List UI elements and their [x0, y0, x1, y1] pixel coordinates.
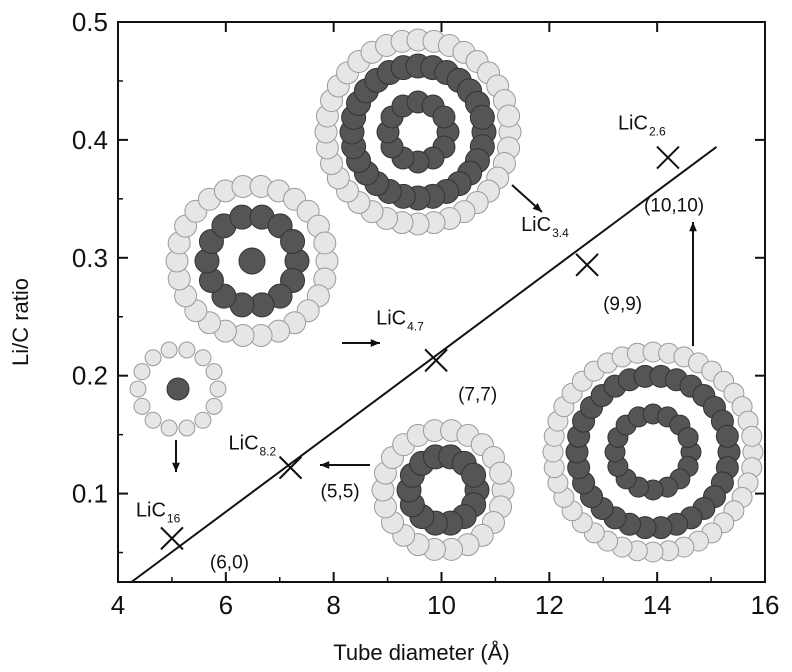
lithium-ring-inner [376, 90, 460, 174]
lithium-ring-inner [604, 403, 702, 501]
x-tick-label: 8 [326, 590, 340, 620]
data-point-cross [160, 526, 184, 551]
arrow [689, 222, 697, 346]
atom [205, 397, 223, 415]
tube-illustration-7-7 [371, 419, 515, 561]
lithium-ring [194, 204, 310, 318]
lithium-ring [565, 364, 741, 540]
y-tick-label: 0.1 [72, 479, 108, 509]
arrow [511, 184, 543, 213]
compound-label: LiC [521, 214, 551, 236]
lithium-core [166, 377, 190, 401]
arrow-head [320, 461, 330, 469]
y-tick-label: 0.5 [72, 7, 108, 37]
atom [461, 462, 487, 488]
compound-subscript: 4.7 [407, 319, 424, 333]
y-axis-title: Li/C ratio [8, 278, 33, 366]
arrows [172, 184, 697, 472]
atom [209, 380, 227, 398]
arrow-head [172, 462, 180, 472]
atom [160, 341, 178, 359]
y-axis-ticks: 0.1 0.2 0.3 0.4 0.5 [72, 7, 765, 554]
tube-index-label: (6,0) [210, 552, 249, 573]
compound-subscript: 16 [167, 511, 181, 525]
x-tick-label: 16 [751, 590, 780, 620]
nanotube-illustrations [129, 28, 764, 563]
tube-index-label: (9,9) [603, 294, 642, 315]
arrow-head [370, 339, 380, 347]
arrow [172, 440, 180, 472]
compound-label: LiC [376, 307, 406, 329]
atom [432, 105, 456, 129]
y-tick-label: 0.2 [72, 361, 108, 391]
lithium-ring [396, 444, 490, 536]
x-tick-label: 12 [535, 590, 564, 620]
tube-illustration-10-10 [542, 341, 764, 563]
arrow [342, 339, 380, 347]
atom [280, 228, 306, 254]
data-point-cross [278, 455, 303, 480]
tube-illustration-5-5 [165, 175, 339, 347]
lithium-core [238, 247, 266, 275]
data-point-cross [656, 145, 680, 170]
lithium-ring [339, 53, 497, 211]
x-tick-label: 10 [427, 590, 456, 620]
x-axis-ticks: 4 6 8 10 12 14 16 [111, 22, 780, 620]
atom [133, 363, 151, 381]
compound-label: LiC [229, 433, 259, 455]
atom [160, 419, 178, 437]
fit-line [130, 146, 718, 583]
tube-index-label: (7,7) [458, 384, 497, 405]
compound-label: LiC [618, 113, 648, 135]
tube-illustration-6-0 [129, 341, 227, 437]
atom [194, 349, 212, 367]
arrow-head [689, 222, 697, 232]
atom [205, 363, 223, 381]
atom [144, 411, 162, 429]
tube-index-label: (5,5) [321, 482, 360, 503]
y-tick-label: 0.4 [72, 125, 108, 155]
atom [194, 411, 212, 429]
tube-illustration-9-9 [314, 28, 522, 236]
atom [133, 397, 151, 415]
x-tick-label: 6 [219, 590, 233, 620]
atom [469, 104, 495, 130]
compound-subscript: 8.2 [260, 445, 277, 459]
atom [178, 341, 196, 359]
atom [741, 425, 763, 447]
compound-label: LiC [136, 499, 166, 521]
atom [489, 461, 513, 485]
arrow-head [532, 202, 542, 212]
compound-subscript: 2.6 [649, 125, 666, 139]
y-tick-label: 0.3 [72, 243, 108, 273]
data-point-cross [575, 253, 599, 277]
atom [497, 104, 521, 128]
atom [715, 424, 739, 448]
atom [313, 231, 337, 255]
atom [129, 380, 147, 398]
data-marks: (6,0)LiC 16(5,5)LiC 8.2(7,7)LiC 4.7(9,9)LiC… [136, 113, 704, 574]
arrow [320, 461, 370, 469]
data-point-cross [424, 348, 448, 373]
compound-subscript: 3.4 [552, 226, 569, 240]
atom [178, 419, 196, 437]
x-tick-label: 4 [111, 590, 125, 620]
atom [144, 349, 162, 367]
atom [677, 426, 699, 448]
x-axis-title: Tube diameter (Å) [333, 640, 509, 665]
x-tick-label: 14 [643, 590, 672, 620]
plot-area: (6,0)LiC 16(5,5)LiC 8.2(7,7)LiC 4.7(9,9)LiC… [117, 21, 766, 583]
tube-index-label: (10,10) [644, 196, 704, 217]
